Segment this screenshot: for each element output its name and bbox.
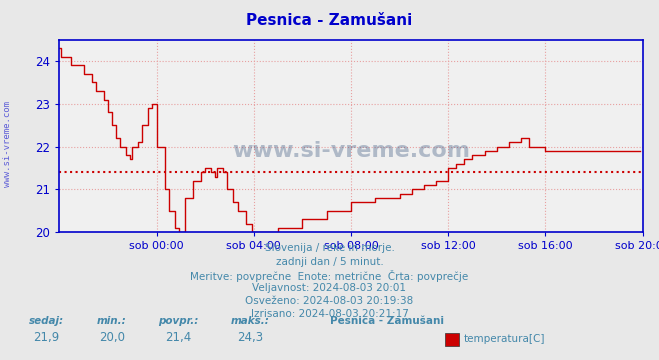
- Text: 24,3: 24,3: [237, 331, 264, 344]
- Text: 21,9: 21,9: [33, 331, 59, 344]
- Text: zadnji dan / 5 minut.: zadnji dan / 5 minut.: [275, 257, 384, 267]
- Text: Pesnica - Zamušani: Pesnica - Zamušani: [246, 13, 413, 28]
- Text: 20,0: 20,0: [99, 331, 125, 344]
- Text: www.si-vreme.com: www.si-vreme.com: [232, 141, 470, 161]
- Text: Slovenija / reke in morje.: Slovenija / reke in morje.: [264, 243, 395, 253]
- Text: Pesnica - Zamušani: Pesnica - Zamušani: [330, 316, 444, 326]
- Text: Osveženo: 2024-08-03 20:19:38: Osveženo: 2024-08-03 20:19:38: [245, 296, 414, 306]
- Text: min.:: min.:: [97, 316, 127, 326]
- Text: maks.:: maks.:: [231, 316, 270, 326]
- Text: www.si-vreme.com: www.si-vreme.com: [3, 101, 13, 187]
- Text: Meritve: povprečne  Enote: metrične  Črta: povprečje: Meritve: povprečne Enote: metrične Črta:…: [190, 270, 469, 282]
- Text: 21,4: 21,4: [165, 331, 191, 344]
- Text: temperatura[C]: temperatura[C]: [463, 334, 545, 345]
- Text: povpr.:: povpr.:: [158, 316, 198, 326]
- Text: Veljavnost: 2024-08-03 20:01: Veljavnost: 2024-08-03 20:01: [252, 283, 407, 293]
- Text: sedaj:: sedaj:: [28, 316, 64, 326]
- Text: Izrisano: 2024-08-03 20:21:17: Izrisano: 2024-08-03 20:21:17: [250, 309, 409, 319]
